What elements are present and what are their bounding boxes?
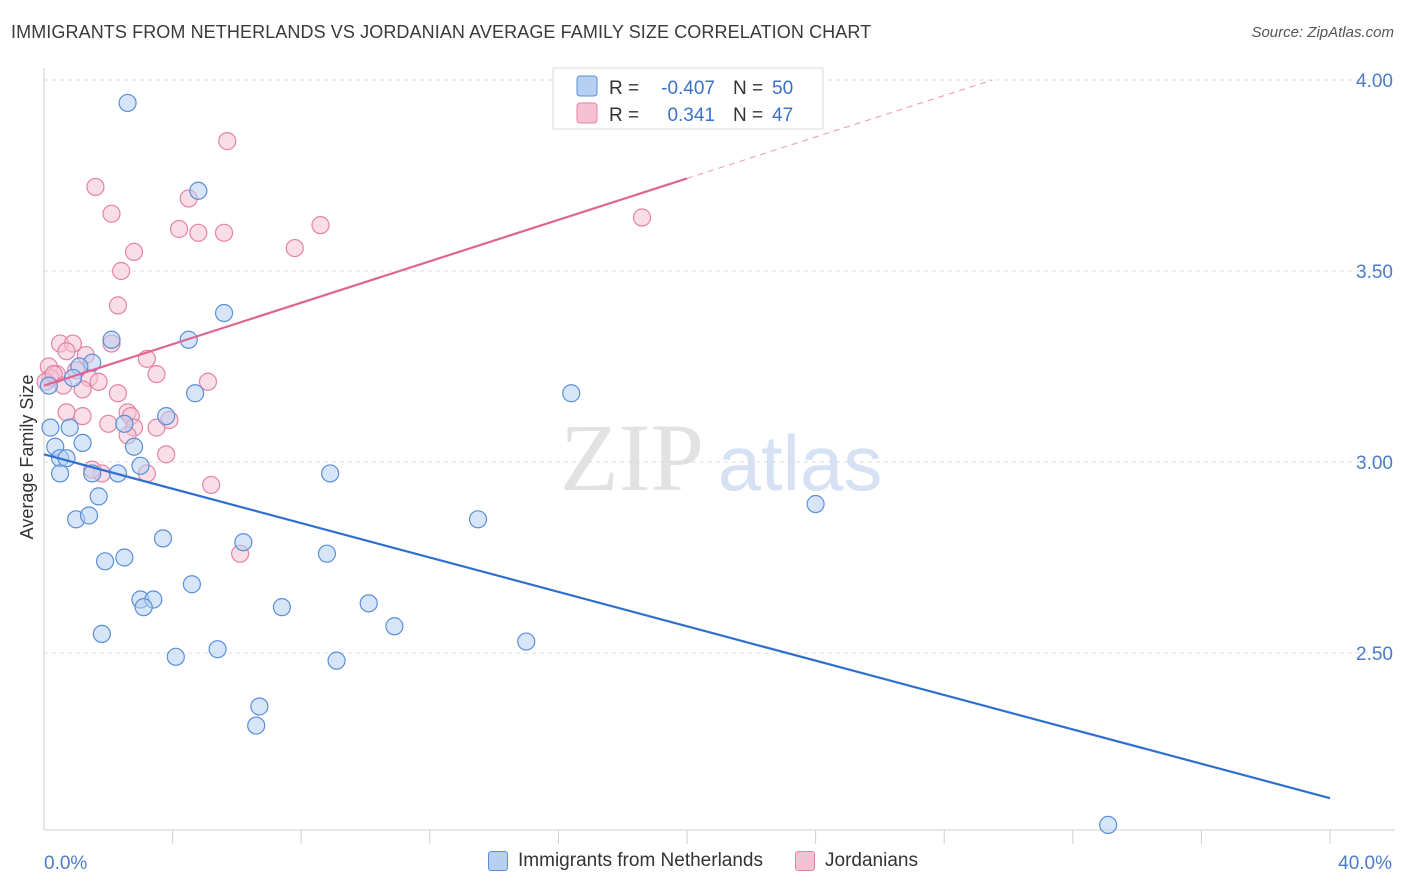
netherlands-point [153, 529, 173, 548]
netherlands-point [131, 456, 150, 475]
netherlands-point [517, 632, 536, 651]
stats-legend: R = -0.407 N = 50 R = 0.341 N = 47 [552, 67, 824, 130]
jordanians-point [99, 414, 118, 433]
netherlands-point [327, 651, 346, 670]
y-axis-label: Average Family Size [17, 375, 37, 540]
jordanians-point [202, 475, 221, 495]
legend-swatch-blue [488, 851, 509, 871]
netherlands-point [182, 575, 201, 594]
netherlands-point [166, 647, 185, 666]
jordanians-point [102, 204, 121, 223]
netherlands-point [806, 494, 825, 514]
netherlands-point [124, 437, 144, 456]
jordanians-point [57, 403, 76, 422]
jordanians-point [214, 223, 234, 242]
stats-n-value-pink: 47 [772, 105, 793, 126]
netherlands-point [562, 384, 581, 403]
netherlands-point [272, 598, 292, 617]
netherlands-point [208, 640, 227, 659]
netherlands-point [234, 533, 253, 552]
stats-r-value-blue: -0.407 [661, 78, 715, 99]
jordanians-point [218, 132, 237, 151]
y-tick-label: 2.50 [1356, 644, 1393, 665]
axes [43, 68, 1395, 844]
jordanians-point [86, 177, 105, 197]
bottom-legend: Immigrants from Netherlands Jordanians [0, 850, 1406, 872]
jordanians-point [311, 216, 330, 235]
grid-lines [44, 79, 1395, 654]
watermark-atlas: atlas [718, 419, 883, 507]
stats-r-label-pink: R = [609, 105, 639, 126]
tick-labels: 2.50 3.00 3.50 4.00 0.0% 40.0% [44, 71, 1393, 874]
jordanians-point [169, 219, 189, 239]
netherlands-trend-line [43, 453, 1331, 800]
netherlands-point [359, 594, 378, 613]
netherlands-point [214, 303, 234, 323]
netherlands-point [73, 433, 92, 452]
netherlands-point [95, 552, 115, 571]
jordanians-point [147, 365, 166, 384]
netherlands-point [1099, 815, 1118, 835]
jordanians-point [632, 208, 652, 227]
jordanians-point [57, 342, 76, 361]
netherlands-point [115, 414, 134, 433]
netherlands-point [60, 418, 79, 437]
jordanians-point [285, 238, 304, 258]
stats-r-value-pink: 0.341 [667, 105, 715, 126]
netherlands-points [39, 93, 1118, 835]
netherlands-point [250, 697, 269, 716]
legend-item-jordanians[interactable]: Jordanians [795, 850, 918, 872]
netherlands-point [321, 464, 340, 483]
stats-swatch-blue [576, 75, 598, 97]
y-tick-label: 3.00 [1356, 453, 1393, 474]
legend-label-netherlands: Immigrants from Netherlands [518, 850, 763, 871]
netherlands-point [385, 617, 404, 636]
netherlands-point [189, 181, 208, 200]
netherlands-point [247, 716, 266, 735]
stats-n-label-pink: N = [733, 105, 763, 126]
jordanians-trend-extension [686, 79, 993, 179]
netherlands-point [115, 548, 134, 567]
source-credit: Source: ZipAtlas.com [1251, 24, 1394, 41]
y-tick-label: 3.50 [1356, 262, 1393, 283]
stats-n-value-blue: 50 [772, 78, 793, 99]
netherlands-point [118, 93, 137, 113]
jordanians-point [189, 223, 208, 242]
netherlands-point [317, 544, 337, 563]
netherlands-point [89, 487, 108, 506]
jordanians-point [124, 242, 144, 261]
y-tick-label: 4.00 [1356, 71, 1393, 92]
netherlands-point [92, 624, 111, 644]
jordanians-point [89, 372, 108, 391]
legend-swatch-pink [795, 851, 815, 871]
netherlands-point [134, 598, 153, 617]
jordanians-point [198, 372, 218, 391]
jordanians-point [108, 296, 128, 315]
x-tick-label: 0.0% [44, 853, 87, 874]
netherlands-point [102, 330, 121, 349]
legend-item-netherlands[interactable]: Immigrants from Netherlands [488, 850, 763, 872]
jordanians-point [157, 445, 176, 464]
netherlands-point [186, 384, 205, 403]
stats-r-label-blue: R = [609, 78, 639, 99]
netherlands-point [39, 376, 58, 395]
stats-swatch-pink [576, 102, 598, 124]
stats-n-label-blue: N = [733, 78, 763, 99]
legend-label-jordanians: Jordanians [825, 850, 918, 871]
jordanians-point [73, 407, 92, 426]
jordanians-point [112, 261, 131, 281]
netherlands-point [50, 464, 70, 483]
netherlands-point [41, 418, 60, 437]
watermark-zip: ZIP [560, 404, 704, 511]
trend-lines [43, 79, 1331, 800]
netherlands-point [468, 510, 488, 529]
netherlands-point [157, 407, 176, 426]
jordanians-point [108, 384, 128, 403]
jordanians-points [36, 132, 652, 563]
netherlands-point [79, 506, 99, 525]
jordanians-trend-line [43, 177, 688, 387]
x-tick-label: 40.0% [1338, 853, 1392, 874]
chart-title: IMMIGRANTS FROM NETHERLANDS VS JORDANIAN… [11, 22, 872, 42]
